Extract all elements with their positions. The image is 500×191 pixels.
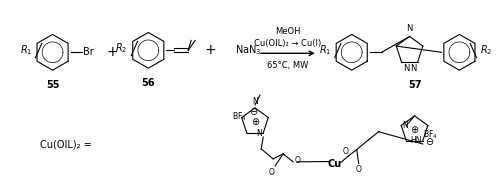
Text: ⊕: ⊕ xyxy=(410,125,418,135)
Text: Cu(OIL)₂ → Cu(I): Cu(OIL)₂ → Cu(I) xyxy=(254,39,322,48)
Text: BF$_4$: BF$_4$ xyxy=(232,111,247,123)
Text: ⊕: ⊕ xyxy=(251,117,259,127)
Text: N: N xyxy=(406,24,412,33)
Text: Cu: Cu xyxy=(328,159,342,169)
Text: HN: HN xyxy=(410,137,422,146)
Text: Cu(OIL)₂ =: Cu(OIL)₂ = xyxy=(40,140,92,150)
Text: +: + xyxy=(204,43,216,57)
Text: ⊖: ⊖ xyxy=(249,107,258,117)
Text: $R_2$: $R_2$ xyxy=(116,41,128,55)
Text: 56: 56 xyxy=(142,78,155,88)
Text: 55: 55 xyxy=(46,80,60,90)
Text: $R_1$: $R_1$ xyxy=(20,43,32,57)
Text: MeOH: MeOH xyxy=(275,27,300,36)
Text: O: O xyxy=(342,146,348,155)
Text: +: + xyxy=(106,45,118,59)
Text: O: O xyxy=(356,165,362,175)
Text: N: N xyxy=(410,64,417,73)
Text: 65°C, MW: 65°C, MW xyxy=(267,61,308,70)
Text: BF$_4$: BF$_4$ xyxy=(423,129,438,141)
Text: N: N xyxy=(402,121,408,130)
Text: $R_2$: $R_2$ xyxy=(480,43,492,57)
Text: Br: Br xyxy=(84,47,94,57)
Text: N: N xyxy=(404,64,409,73)
Text: 57: 57 xyxy=(408,80,422,90)
Text: ⊖: ⊖ xyxy=(425,137,433,147)
Text: N: N xyxy=(256,129,262,138)
Text: NaN$_3$: NaN$_3$ xyxy=(235,43,262,57)
Text: O: O xyxy=(295,156,301,165)
Text: $R_1$: $R_1$ xyxy=(318,43,331,57)
Text: O: O xyxy=(268,168,274,177)
Text: N: N xyxy=(252,97,258,106)
